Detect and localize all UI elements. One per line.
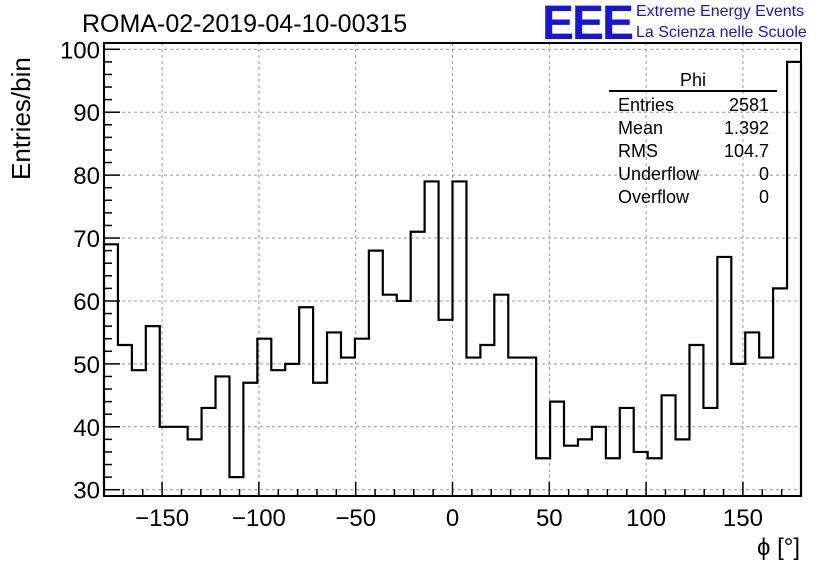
y-tick-label: 60 (73, 289, 100, 316)
histogram-bin (425, 181, 439, 496)
histogram-bin (494, 295, 508, 496)
histogram-bin (703, 408, 717, 496)
histogram-bin (146, 326, 160, 496)
stats-row-underflow: Underflow 0 (609, 163, 777, 186)
histogram-bin (202, 408, 216, 496)
histogram-bin (104, 244, 118, 496)
stats-value: 2581 (728, 95, 769, 115)
histogram-bin (480, 345, 494, 496)
histogram-bars (102, 60, 803, 496)
stats-label: Overflow (618, 187, 690, 207)
histogram-bin (383, 295, 397, 496)
y-tick-label: 50 (73, 352, 100, 379)
stats-label: Entries (618, 95, 675, 115)
histogram-bin (118, 345, 132, 496)
histogram-bin (411, 232, 425, 496)
stats-label: Underflow (618, 164, 700, 184)
histogram-bin (285, 364, 299, 496)
y-axis-label: Entries/bin (6, 57, 36, 180)
x-tick-label: −100 (232, 505, 286, 532)
stats-value: 0 (758, 187, 769, 207)
eee-logo: EEE (542, 0, 634, 50)
histogram-bin (759, 358, 773, 496)
histogram-bin (355, 339, 369, 496)
histogram-bin (271, 370, 285, 496)
histogram-bin (132, 370, 146, 496)
histogram-bin (453, 181, 467, 496)
histogram-bin (662, 395, 676, 496)
logo-line-2: La Scienza nelle Scuole (636, 24, 807, 41)
histogram-outline (102, 60, 803, 496)
histogram-bin (341, 358, 355, 496)
histogram-bin (578, 439, 592, 496)
histogram-bin (216, 376, 230, 496)
histogram-bin (522, 358, 536, 496)
stats-row-overflow: Overflow 0 (609, 186, 777, 209)
stats-value: 104.7 (723, 141, 769, 161)
histogram-bin (689, 345, 703, 496)
x-tick-label: 0 (446, 505, 459, 532)
chart-title: ROMA-02-2019-04-10-00315 (82, 10, 408, 38)
histogram-bin (620, 408, 634, 496)
histogram-bin (299, 307, 313, 496)
histogram-bin (327, 332, 341, 496)
histogram-bin (257, 339, 271, 496)
stats-title: Phi (609, 70, 777, 92)
histogram-bin (313, 383, 327, 496)
histogram-bin (508, 358, 522, 496)
histogram-bin (564, 446, 578, 496)
histogram-bin (439, 320, 453, 496)
x-tick-label: 100 (626, 505, 666, 532)
x-tick-label: −50 (335, 505, 376, 532)
histogram-bin (717, 257, 731, 496)
histogram-bin (229, 477, 243, 496)
axes: −150 −100 −50 0 50 100 150 30 40 50 60 70 80 90 100 (60, 37, 802, 532)
stats-value: 1.392 (723, 118, 769, 138)
histogram-bin (174, 427, 188, 496)
stats-label: Mean (618, 118, 664, 138)
histogram-bin (592, 427, 606, 496)
histogram-bin (550, 402, 564, 496)
histogram-bin (787, 62, 801, 496)
histogram-bin (369, 251, 383, 496)
x-tick-label: 150 (723, 505, 763, 532)
histogram-bin (397, 301, 411, 496)
histogram-bin (466, 358, 480, 496)
histogram-bin (745, 332, 759, 496)
y-tick-label: 40 (73, 415, 100, 442)
histogram-bin (773, 288, 787, 496)
stats-box: Phi Entries 2581 Mean 1.392 RMS 104.7 Un… (609, 70, 777, 209)
y-tick-label: 90 (73, 100, 100, 127)
histogram-bin (731, 364, 745, 496)
stats-row-mean: Mean 1.392 (609, 117, 777, 140)
histogram-bin (536, 458, 550, 496)
y-tick-label: 80 (73, 163, 100, 190)
stats-row-entries: Entries 2581 (609, 94, 777, 117)
x-axis-label: ϕ [°] (756, 534, 800, 561)
histogram-bin (676, 439, 690, 496)
x-tick-label: 50 (536, 505, 563, 532)
stats-value: 0 (758, 164, 769, 184)
y-tick-label: 70 (73, 226, 100, 253)
stats-label: RMS (618, 141, 658, 161)
histogram-bin (648, 458, 662, 496)
logo-line-1: Extreme Energy Events (636, 3, 805, 20)
histogram-bin (188, 439, 202, 496)
histogram-bin (243, 383, 257, 496)
y-tick-label: 100 (60, 37, 100, 64)
x-tick-label: −150 (135, 505, 189, 532)
stats-row-rms: RMS 104.7 (609, 140, 777, 163)
y-tick-label: 30 (73, 478, 100, 505)
